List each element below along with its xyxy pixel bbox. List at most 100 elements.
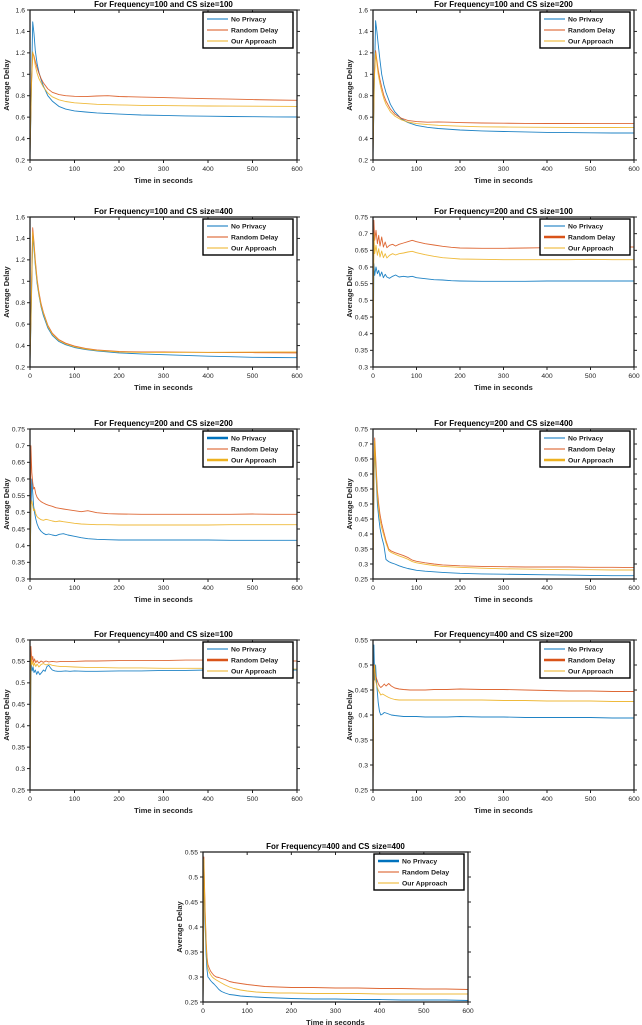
series-line-no-privacy xyxy=(202,861,469,1003)
y-tick-label: 0.3 xyxy=(359,762,369,769)
series-line-no-privacy xyxy=(372,443,634,580)
chart-canvas-f400-cs100: 0 100 200 300 400 500 600 0.25 0.3 0.35 0.4 0.45 0.5… xyxy=(2,630,303,815)
chart-title: For Frequency=100 and CS size=200 xyxy=(434,0,573,9)
y-tick-label: 1.4 xyxy=(359,29,369,36)
series-line-no-privacy xyxy=(372,263,634,368)
y-tick-label: 0.4 xyxy=(16,136,26,143)
y-tick-label: 0.3 xyxy=(16,576,26,583)
legend-item-no-privacy: No Privacy xyxy=(207,646,266,653)
legend-item-no-privacy: No Privacy xyxy=(544,435,603,442)
legend-label-no-privacy: No Privacy xyxy=(231,223,266,230)
y-axis-label: Average Delay xyxy=(345,688,354,740)
y-tick-label: 0.3 xyxy=(16,766,26,773)
y-axis-label: Average Delay xyxy=(345,58,354,110)
chart-f200-cs200: 0 100 200 300 400 500 600 0.3 0.35 0.4 0.45 0.5 0.55… xyxy=(0,419,312,607)
x-tick-label: 600 xyxy=(628,166,640,173)
series-line-our-approach xyxy=(372,440,634,580)
legend-item-our-approach: Our Approach xyxy=(544,668,613,675)
x-tick-label: 100 xyxy=(411,166,423,173)
y-tick-label: 0.35 xyxy=(355,546,368,553)
x-tick-label: 200 xyxy=(454,166,466,173)
y-tick-label: 0.3 xyxy=(189,974,199,981)
y-tick-label: 0.3 xyxy=(359,364,369,371)
y-tick-label: 0.3 xyxy=(359,561,369,568)
legend-item-no-privacy: No Privacy xyxy=(544,646,603,653)
series-line-random-delay xyxy=(372,50,634,155)
x-axis-label: Time in seconds xyxy=(474,595,533,602)
legend: No Privacy Random Delay Our Approach xyxy=(539,430,631,468)
legend-item-no-privacy: No Privacy xyxy=(544,16,603,23)
x-tick-label: 200 xyxy=(113,796,125,803)
x-tick-label: 300 xyxy=(158,373,170,380)
chart-canvas-f100-cs200: 0 100 200 300 400 500 600 0.2 0.4 0.6 0.8 1 1.2 1.4 1.… xyxy=(345,0,640,185)
series-line-no-privacy xyxy=(29,663,297,791)
y-tick-label: 0.5 xyxy=(359,662,369,669)
legend-item-random-delay: Random Delay xyxy=(207,27,278,34)
series-line-no-privacy xyxy=(372,20,634,158)
x-tick-label: 500 xyxy=(418,1008,430,1015)
legend: No Privacy Random Delay Our Approach xyxy=(373,853,465,891)
legend-label-our-approach: Our Approach xyxy=(231,457,276,464)
legend-item-our-approach: Our Approach xyxy=(207,245,276,252)
y-tick-label: 0.45 xyxy=(355,314,368,321)
y-tick-label: 0.45 xyxy=(185,899,198,906)
series-line-our-approach xyxy=(372,52,635,156)
y-tick-label: 0.45 xyxy=(12,702,25,709)
legend-label-our-approach: Our Approach xyxy=(402,880,447,887)
y-tick-label: 0.25 xyxy=(185,999,198,1006)
y-tick-label: 0.75 xyxy=(12,426,25,433)
chart-f100-cs100: 0 100 200 300 400 500 600 0.2 0.4 0.6 0.8 1 1.2 1.4 1.… xyxy=(0,0,312,188)
x-axis-label: Time in seconds xyxy=(474,383,533,390)
legend-item-random-delay: Random Delay xyxy=(544,234,615,241)
x-tick-label: 400 xyxy=(541,166,553,173)
y-tick-label: 0.5 xyxy=(359,298,369,305)
legend-item-random-delay: Random Delay xyxy=(207,657,278,664)
y-tick-label: 1.6 xyxy=(16,7,26,14)
legend-item-our-approach: Our Approach xyxy=(544,38,613,45)
series-line-random-delay xyxy=(372,219,634,368)
y-axis-label: Average Delay xyxy=(175,900,184,952)
y-tick-label: 0.5 xyxy=(359,501,369,508)
x-tick-label: 600 xyxy=(291,373,303,380)
legend: No Privacy Random Delay Our Approach xyxy=(202,641,294,679)
y-axis-label: Average Delay xyxy=(345,477,354,529)
series-line-our-approach xyxy=(29,51,298,156)
legend-label-our-approach: Our Approach xyxy=(231,38,276,45)
y-tick-label: 0.35 xyxy=(12,560,25,567)
x-tick-label: 300 xyxy=(498,585,510,592)
y-tick-label: 0.55 xyxy=(355,486,368,493)
x-tick-label: 300 xyxy=(498,373,510,380)
chart-f200-cs100: 0 100 200 300 400 500 600 0.3 0.35 0.4 0.45 0.5 0.55… xyxy=(322,207,642,395)
legend-item-no-privacy: No Privacy xyxy=(207,223,266,230)
chart-canvas-f400-cs400: 0 100 200 300 400 500 600 0.25 0.3 0.35 0.4 0.45 0.5… xyxy=(175,842,474,1025)
legend-label-no-privacy: No Privacy xyxy=(231,16,266,23)
x-tick-label: 0 xyxy=(28,585,32,592)
y-tick-label: 0.6 xyxy=(16,637,26,644)
y-tick-label: 1.4 xyxy=(16,236,26,243)
chart-f400-cs400: 0 100 200 300 400 500 600 0.25 0.3 0.35 0.4 0.45 0.5… xyxy=(161,842,476,1025)
legend-item-no-privacy: No Privacy xyxy=(544,223,603,230)
y-tick-label: 0.6 xyxy=(359,471,369,478)
y-tick-label: 0.6 xyxy=(16,114,26,121)
x-tick-label: 0 xyxy=(28,796,32,803)
y-tick-label: 0.25 xyxy=(12,787,25,794)
y-tick-label: 0.6 xyxy=(359,114,369,121)
y-tick-label: 0.6 xyxy=(16,321,26,328)
x-tick-label: 400 xyxy=(202,585,214,592)
x-tick-label: 100 xyxy=(411,796,423,803)
legend-label-random-delay: Random Delay xyxy=(231,446,278,453)
y-tick-label: 1 xyxy=(364,72,368,79)
x-tick-label: 100 xyxy=(69,796,81,803)
x-axis-label: Time in seconds xyxy=(134,383,193,390)
x-tick-label: 600 xyxy=(628,585,640,592)
x-tick-label: 0 xyxy=(371,373,375,380)
y-tick-label: 1 xyxy=(21,279,25,286)
chart-canvas-f200-cs400: 0 100 200 300 400 500 600 0.25 0.3 0.35 0.4 0.45 0.5… xyxy=(345,419,640,604)
x-tick-label: 400 xyxy=(202,373,214,380)
chart-title: For Frequency=200 and CS size=200 xyxy=(94,419,233,428)
x-tick-label: 200 xyxy=(113,166,125,173)
y-tick-label: 0.7 xyxy=(359,441,369,448)
x-tick-label: 400 xyxy=(202,166,214,173)
y-tick-label: 0.6 xyxy=(16,476,26,483)
chart-title: For Frequency=100 and CS size=400 xyxy=(94,207,233,216)
